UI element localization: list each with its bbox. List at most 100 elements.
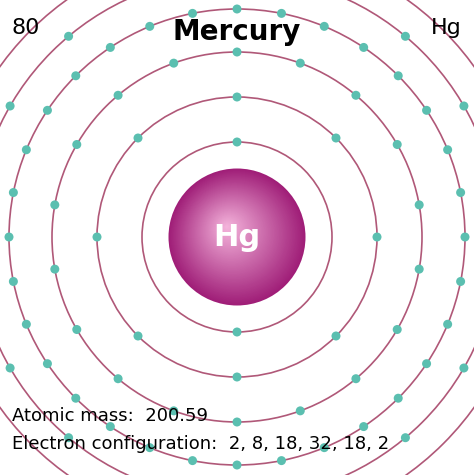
Circle shape (50, 200, 59, 209)
Circle shape (217, 217, 240, 240)
Circle shape (194, 194, 270, 270)
Circle shape (176, 176, 295, 295)
Circle shape (222, 222, 233, 233)
Circle shape (187, 187, 281, 281)
Circle shape (73, 140, 81, 149)
Circle shape (173, 173, 299, 299)
Circle shape (201, 200, 263, 263)
Circle shape (184, 184, 285, 285)
Circle shape (203, 203, 259, 258)
Circle shape (197, 198, 266, 266)
Circle shape (393, 140, 401, 149)
Circle shape (219, 219, 237, 237)
Circle shape (9, 188, 18, 197)
Circle shape (223, 223, 231, 231)
Circle shape (277, 456, 286, 465)
Circle shape (183, 183, 286, 286)
Circle shape (233, 4, 241, 13)
Circle shape (191, 191, 274, 274)
Circle shape (351, 374, 360, 383)
Circle shape (168, 169, 306, 305)
Circle shape (170, 170, 304, 304)
Circle shape (213, 213, 246, 246)
Circle shape (6, 102, 15, 111)
Circle shape (169, 406, 178, 415)
Circle shape (415, 265, 424, 274)
Circle shape (214, 214, 244, 244)
Circle shape (459, 363, 468, 372)
Circle shape (233, 460, 241, 469)
Circle shape (179, 179, 291, 291)
Circle shape (6, 363, 15, 372)
Circle shape (178, 178, 292, 293)
Circle shape (114, 91, 123, 100)
Circle shape (233, 137, 241, 146)
Circle shape (175, 175, 296, 296)
Circle shape (71, 71, 80, 80)
Circle shape (233, 93, 241, 102)
Circle shape (422, 359, 431, 368)
Circle shape (134, 133, 143, 142)
Circle shape (393, 325, 401, 334)
Circle shape (180, 180, 290, 290)
Circle shape (277, 9, 286, 18)
Circle shape (191, 190, 275, 276)
Circle shape (233, 418, 241, 427)
Circle shape (43, 359, 52, 368)
Circle shape (196, 197, 268, 268)
Circle shape (171, 171, 303, 303)
Circle shape (401, 433, 410, 442)
Circle shape (186, 186, 282, 282)
Text: Hg: Hg (431, 18, 462, 38)
Circle shape (456, 277, 465, 286)
Circle shape (173, 172, 301, 300)
Circle shape (64, 433, 73, 442)
Circle shape (296, 406, 305, 415)
Circle shape (373, 232, 382, 241)
Circle shape (4, 232, 13, 241)
Circle shape (216, 216, 242, 242)
Circle shape (169, 58, 178, 67)
Circle shape (221, 221, 234, 234)
Circle shape (443, 320, 452, 329)
Circle shape (320, 443, 329, 452)
Circle shape (212, 212, 247, 247)
Circle shape (359, 43, 368, 52)
Circle shape (415, 200, 424, 209)
Circle shape (233, 372, 241, 381)
Circle shape (219, 218, 238, 238)
Circle shape (202, 202, 260, 260)
Circle shape (185, 185, 283, 284)
Circle shape (220, 220, 235, 235)
Circle shape (320, 22, 329, 31)
Circle shape (181, 181, 289, 288)
Circle shape (205, 205, 256, 256)
Circle shape (177, 177, 294, 294)
Circle shape (210, 210, 249, 249)
Circle shape (233, 327, 241, 336)
Text: Mercury: Mercury (173, 18, 301, 46)
Text: 80: 80 (12, 18, 40, 38)
Circle shape (22, 145, 31, 154)
Circle shape (422, 106, 431, 115)
Circle shape (351, 91, 360, 100)
Circle shape (201, 201, 261, 261)
Circle shape (145, 22, 154, 31)
Circle shape (188, 188, 280, 279)
Circle shape (331, 332, 340, 341)
Circle shape (359, 422, 368, 431)
Circle shape (174, 174, 298, 298)
Circle shape (106, 43, 115, 52)
Circle shape (145, 443, 154, 452)
Circle shape (71, 394, 80, 403)
Circle shape (394, 71, 403, 80)
Circle shape (114, 374, 123, 383)
Circle shape (218, 218, 239, 239)
Circle shape (106, 422, 115, 431)
Circle shape (188, 9, 197, 18)
Circle shape (225, 225, 228, 228)
Circle shape (92, 232, 101, 241)
Circle shape (456, 188, 465, 197)
Circle shape (461, 232, 470, 241)
Circle shape (215, 215, 243, 243)
